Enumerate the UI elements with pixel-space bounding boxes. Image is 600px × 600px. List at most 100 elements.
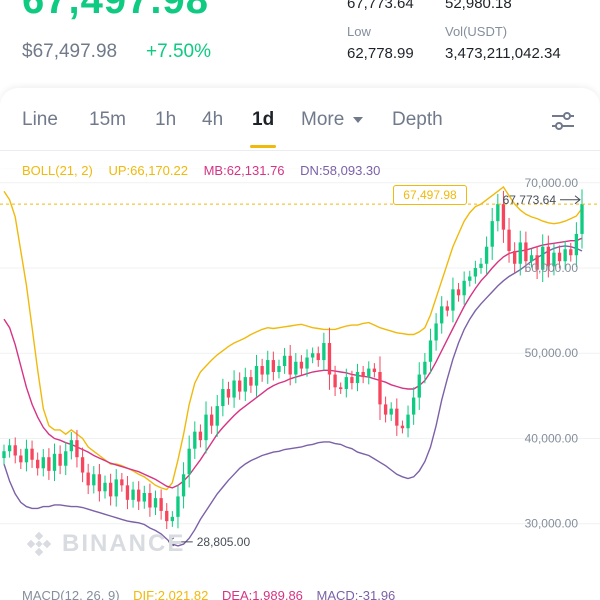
candle: [355, 363, 360, 392]
candlestick-chart[interactable]: 70,000.00 60,000.00 50,000.00 40,000.00 30,0…: [0, 150, 600, 600]
candle-body: [193, 431, 197, 449]
y-tick-label: 60,000.00: [525, 261, 579, 275]
candle-body: [254, 366, 259, 386]
tab-more[interactable]: More: [301, 109, 364, 131]
candle-body: [518, 242, 522, 264]
candle-body: [7, 445, 12, 452]
tab-15m[interactable]: 15m: [89, 109, 126, 130]
candle-body: [282, 355, 287, 367]
candle-body: [350, 377, 354, 384]
candle: [563, 240, 567, 270]
low-24h-value: 62,778.99: [347, 45, 414, 62]
candle: [170, 511, 175, 527]
tab-depth[interactable]: Depth: [392, 109, 443, 130]
candle-body: [305, 357, 309, 369]
candle: [36, 452, 40, 476]
candle: [254, 354, 259, 397]
candle-body: [378, 371, 382, 405]
candle-body: [563, 249, 567, 262]
candle: [215, 394, 219, 437]
candle: [339, 382, 343, 394]
tab-1d[interactable]: 1d: [252, 109, 275, 130]
candle: [86, 463, 90, 495]
candle: [108, 473, 113, 506]
current-price: 67,497.98: [22, 0, 209, 22]
candle: [468, 270, 472, 287]
tabs-divider: [0, 150, 600, 151]
y-tick-label: 40,000.00: [525, 431, 579, 445]
boll-label: BOLL(21, 2): [22, 163, 93, 178]
candle: [193, 421, 197, 459]
candle: [541, 234, 545, 283]
macd-value: MACD:-31.96: [316, 588, 396, 600]
candle: [243, 367, 247, 401]
candle: [484, 236, 489, 274]
candle-body: [367, 368, 371, 378]
chart-tabs-bar: Line 15m 1h 4h 1d More Depth: [0, 88, 600, 168]
candle-body: [2, 451, 6, 459]
candle-body: [266, 360, 270, 375]
boll-mb-value: MB:62,131.76: [203, 163, 285, 178]
candle: [574, 222, 579, 267]
candle: [24, 439, 29, 472]
candle: [428, 328, 433, 374]
candle: [411, 387, 416, 425]
candle-body: [181, 474, 186, 497]
y-tick-label: 50,000.00: [525, 346, 579, 360]
candle-body: [535, 255, 539, 270]
candle: [131, 481, 135, 508]
tab-line[interactable]: Line: [22, 109, 58, 130]
candle-body: [288, 355, 292, 375]
candle-body: [411, 397, 416, 415]
candle: [2, 444, 6, 465]
candle: [41, 449, 45, 477]
candle: [7, 438, 12, 458]
candle: [501, 190, 506, 243]
high-marker-label: 67,773.64: [503, 193, 557, 207]
tab-4h[interactable]: 4h: [202, 109, 224, 130]
candle-body: [221, 389, 225, 407]
candle: [400, 420, 405, 434]
candle: [114, 469, 118, 507]
candle: [238, 372, 242, 400]
candle: [445, 300, 449, 317]
bollinger-bands: [3, 185, 583, 547]
candle: [383, 396, 388, 423]
candle-body: [165, 510, 169, 522]
last-price-tag: 67,497.98: [393, 185, 467, 205]
candle-body: [204, 414, 208, 441]
candle-body: [310, 353, 315, 358]
candle-body: [524, 242, 528, 262]
candle-body: [19, 455, 23, 463]
candle: [423, 353, 427, 384]
candle-body: [423, 361, 427, 375]
tab-1h[interactable]: 1h: [155, 109, 177, 130]
candle-body: [52, 453, 57, 471]
candle-body: [41, 457, 45, 469]
filter-sliders-icon[interactable]: [548, 106, 578, 136]
candle: [187, 435, 191, 488]
binance-logo-icon: [26, 531, 52, 557]
candle: [479, 257, 483, 274]
active-tab-indicator: [250, 145, 276, 148]
candle: [372, 363, 377, 378]
caret-down-icon: [352, 116, 363, 123]
candle: [165, 503, 169, 529]
candle-body: [574, 233, 579, 256]
price-change-percent: +7.50%: [146, 41, 211, 62]
candle: [204, 401, 208, 454]
candle: [103, 475, 107, 499]
candle: [52, 443, 57, 482]
candle: [434, 313, 438, 351]
candle: [512, 242, 517, 273]
candle: [176, 485, 180, 529]
low-24h-label: Low: [347, 24, 371, 39]
candle: [92, 466, 96, 494]
low-marker-label: 28,805.00: [197, 535, 251, 549]
candle-body: [215, 406, 219, 426]
candle: [125, 476, 130, 510]
candle: [490, 207, 494, 260]
candle: [13, 437, 17, 464]
candle-body: [445, 306, 449, 311]
candle: [142, 485, 146, 509]
